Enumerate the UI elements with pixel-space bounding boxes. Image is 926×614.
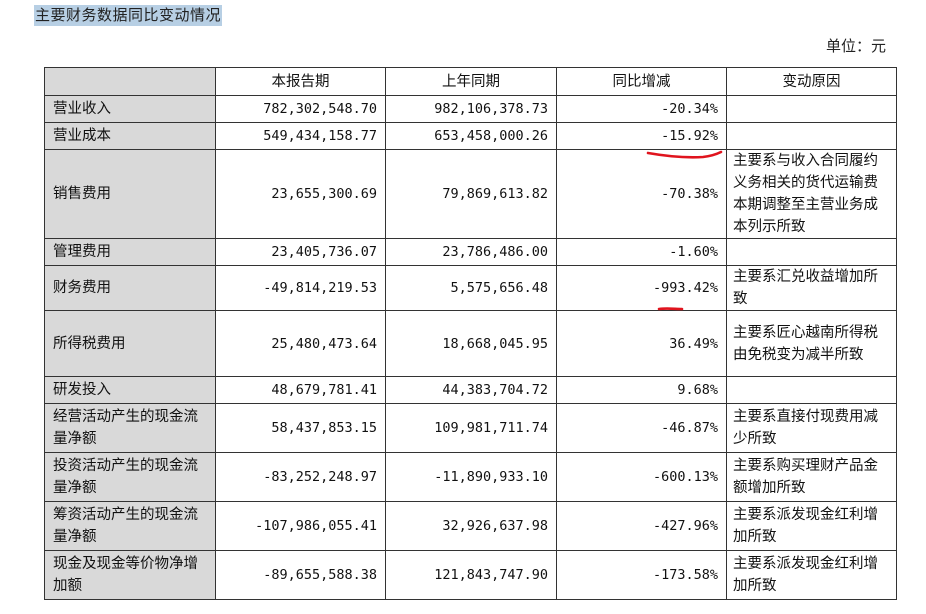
previous-value: 23,786,486.00	[385, 238, 557, 266]
change-value: -46.87%	[556, 403, 727, 453]
table-row: 销售费用 23,655,300.69 79,869,613.82 -70.38%…	[44, 149, 897, 239]
header-blank-cell	[44, 67, 216, 96]
row-label: 所得税费用	[44, 310, 216, 377]
table-row: 研发投入 48,679,781.41 44,383,704.72 9.68%	[44, 376, 897, 404]
table-row: 投资活动产生的现金流量净额 -83,252,248.97 -11,890,933…	[44, 452, 897, 502]
change-reason: 主要系直接付现费用减少所致	[726, 403, 897, 453]
current-value: 58,437,853.15	[215, 403, 386, 453]
change-reason: 主要系购买理财产品金额增加所致	[726, 452, 897, 502]
change-reason: 主要系派发现金红利增加所致	[726, 550, 897, 600]
current-value: -89,655,588.38	[215, 550, 386, 600]
header-change-reason: 变动原因	[726, 67, 897, 96]
header-yoy-change: 同比增减	[556, 67, 727, 96]
change-reason	[726, 376, 897, 404]
current-value: 23,655,300.69	[215, 149, 386, 239]
change-reason: 主要系与收入合同履约义务相关的货代运输费本期调整至主营业务成本列示所致	[726, 149, 897, 239]
header-prior-period: 上年同期	[385, 67, 557, 96]
current-value: 48,679,781.41	[215, 376, 386, 404]
change-reason	[726, 122, 897, 150]
row-label: 经营活动产生的现金流量净额	[44, 403, 216, 453]
current-value: 782,302,548.70	[215, 95, 386, 123]
financial-data-table: 本报告期 上年同期 同比增减 变动原因 营业收入 782,302,548.70 …	[44, 67, 897, 600]
previous-value: 5,575,656.48	[385, 265, 557, 311]
table-row: 管理费用 23,405,736.07 23,786,486.00 -1.60%	[44, 238, 897, 266]
table-row: 经营活动产生的现金流量净额 58,437,853.15 109,981,711.…	[44, 403, 897, 453]
current-value: 25,480,473.64	[215, 310, 386, 377]
table-row: 营业成本 549,434,158.77 653,458,000.26 -15.9…	[44, 122, 897, 150]
row-label: 管理费用	[44, 238, 216, 266]
table-row: 筹资活动产生的现金流量净额 -107,986,055.41 32,926,637…	[44, 501, 897, 551]
previous-value: -11,890,933.10	[385, 452, 557, 502]
row-label: 营业成本	[44, 122, 216, 150]
change-reason	[726, 238, 897, 266]
previous-value: 79,869,613.82	[385, 149, 557, 239]
row-label: 现金及现金等价物净增加额	[44, 550, 216, 600]
table-row: 营业收入 782,302,548.70 982,106,378.73 -20.3…	[44, 95, 897, 123]
previous-value: 32,926,637.98	[385, 501, 557, 551]
change-value: -70.38%	[556, 149, 727, 239]
previous-value: 653,458,000.26	[385, 122, 557, 150]
change-value: 36.49%	[556, 310, 727, 377]
table-row: 现金及现金等价物净增加额 -89,655,588.38 121,843,747.…	[44, 550, 897, 600]
change-reason: 主要系匠心越南所得税由免税变为减半所致	[726, 310, 897, 377]
current-value: 23,405,736.07	[215, 238, 386, 266]
current-value: -83,252,248.97	[215, 452, 386, 502]
row-label: 销售费用	[44, 149, 216, 239]
row-label: 研发投入	[44, 376, 216, 404]
unit-label: 单位：元	[825, 37, 886, 55]
change-value: -993.42%	[556, 265, 727, 311]
change-value: -427.96%	[556, 501, 727, 551]
previous-value: 18,668,045.95	[385, 310, 557, 377]
table-row: 财务费用 -49,814,219.53 5,575,656.48 -993.42…	[44, 265, 897, 311]
change-reason	[726, 95, 897, 123]
row-label: 筹资活动产生的现金流量净额	[44, 501, 216, 551]
row-label: 投资活动产生的现金流量净额	[44, 452, 216, 502]
current-value: -107,986,055.41	[215, 501, 386, 551]
current-value: -49,814,219.53	[215, 265, 386, 311]
change-value: -173.58%	[556, 550, 727, 600]
change-value: 9.68%	[556, 376, 727, 404]
current-value: 549,434,158.77	[215, 122, 386, 150]
previous-value: 982,106,378.73	[385, 95, 557, 123]
header-row: 本报告期 上年同期 同比增减 变动原因	[44, 67, 897, 96]
section-title: 主要财务数据同比变动情况	[34, 5, 223, 26]
previous-value: 109,981,711.74	[385, 403, 557, 453]
header-current-period: 本报告期	[215, 67, 386, 96]
table-row: 所得税费用 25,480,473.64 18,668,045.95 36.49%…	[44, 310, 897, 377]
change-reason: 主要系派发现金红利增加所致	[726, 501, 897, 551]
previous-value: 121,843,747.90	[385, 550, 557, 600]
change-value: -15.92%	[556, 122, 727, 150]
previous-value: 44,383,704.72	[385, 376, 557, 404]
change-value: -20.34%	[556, 95, 727, 123]
row-label: 财务费用	[44, 265, 216, 311]
row-label: 营业收入	[44, 95, 216, 123]
change-reason: 主要系汇兑收益增加所致	[726, 265, 897, 311]
change-value: -1.60%	[556, 238, 727, 266]
change-value: -600.13%	[556, 452, 727, 502]
